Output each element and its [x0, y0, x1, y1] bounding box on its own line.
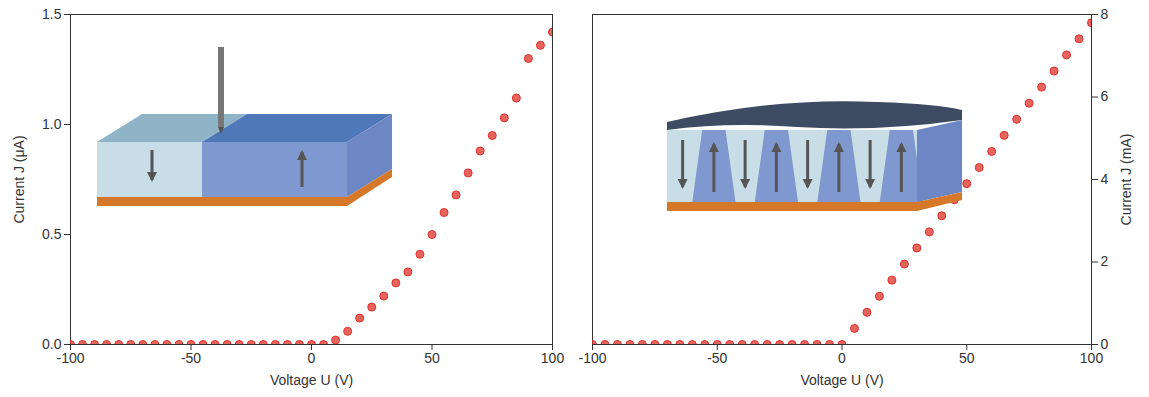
svg-text:Voltage U (V): Voltage U (V) — [270, 372, 353, 388]
svg-text:-100: -100 — [578, 350, 606, 366]
svg-text:0.0: 0.0 — [42, 336, 62, 352]
svg-text:0: 0 — [308, 350, 316, 366]
svg-text:Current J (μA): Current J (μA) — [11, 135, 27, 223]
svg-text:0: 0 — [1100, 336, 1109, 352]
svg-text:100: 100 — [541, 350, 565, 366]
svg-text:0: 0 — [838, 350, 846, 366]
svg-text:50: 50 — [959, 350, 975, 366]
svg-text:1.0: 1.0 — [42, 116, 62, 132]
svg-text:-50: -50 — [707, 350, 727, 366]
svg-text:8: 8 — [1101, 6, 1109, 22]
svg-text:4: 4 — [1101, 171, 1109, 187]
svg-text:6: 6 — [1101, 88, 1109, 104]
svg-text:2: 2 — [1101, 253, 1109, 269]
svg-text:50: 50 — [424, 350, 440, 366]
svg-text:0.5: 0.5 — [42, 226, 62, 242]
svg-text:Current J (mA): Current J (mA) — [1118, 134, 1134, 226]
svg-text:-50: -50 — [181, 350, 201, 366]
svg-text:1.5: 1.5 — [42, 6, 62, 22]
svg-text:-100: -100 — [56, 350, 84, 366]
svg-text:Voltage U (V): Voltage U (V) — [800, 372, 883, 388]
svg-text:100: 100 — [1080, 350, 1104, 366]
